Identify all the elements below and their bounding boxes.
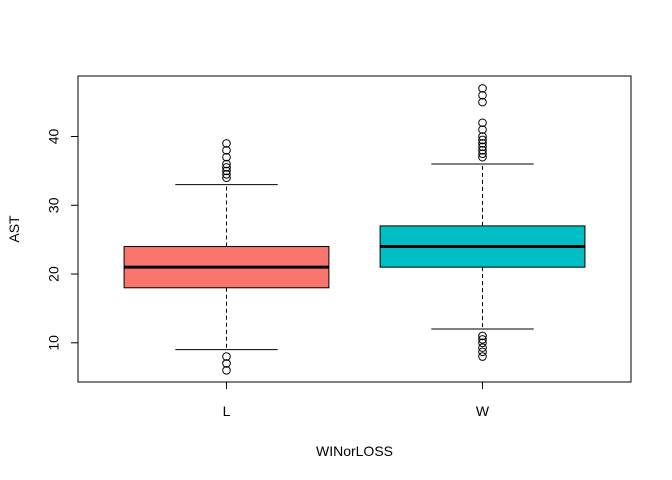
boxes-group	[123, 84, 586, 375]
y-tick-label: 40	[46, 129, 62, 145]
box-L	[123, 139, 330, 375]
outlier-point	[478, 152, 487, 162]
outlier-point	[478, 84, 487, 93]
outlier-point	[478, 352, 487, 361]
box-W	[379, 84, 586, 361]
y-axis-label: AST	[6, 215, 22, 243]
x-tick-label-L: L	[223, 403, 231, 419]
outlier-point	[478, 335, 487, 344]
outlier-point	[222, 139, 231, 148]
outlier-point	[222, 152, 231, 162]
outlier-point	[222, 352, 231, 361]
outlier-point	[478, 142, 487, 152]
outlier-point	[222, 173, 231, 183]
outlier-point	[478, 118, 487, 128]
y-tick-label: 10	[46, 335, 62, 351]
x-tick-label-W: W	[476, 403, 490, 419]
outlier-point	[222, 159, 231, 169]
outlier-point	[478, 145, 487, 155]
outlier-point	[222, 170, 231, 179]
outlier-point	[222, 359, 231, 368]
outlier-point	[478, 135, 487, 145]
outlier-point	[222, 166, 231, 176]
y-tick-label: 30	[46, 197, 62, 213]
outlier-point	[478, 338, 487, 348]
outlier-point	[222, 145, 231, 155]
outlier-point	[478, 97, 487, 107]
outlier-point	[478, 347, 487, 357]
outlier-point	[478, 331, 487, 341]
y-tick-label: 20	[46, 266, 62, 282]
outlier-point	[478, 149, 487, 159]
y-axis: 10 20 30 40	[46, 129, 79, 351]
x-axis-label: WINorLOSS	[316, 443, 393, 459]
outlier-point	[478, 90, 487, 100]
outlier-point	[478, 343, 487, 352]
outlier-point	[478, 125, 487, 134]
outlier-point	[478, 139, 487, 148]
outlier-point	[222, 366, 231, 375]
outlier-point	[478, 132, 487, 141]
outlier-point	[222, 163, 231, 172]
